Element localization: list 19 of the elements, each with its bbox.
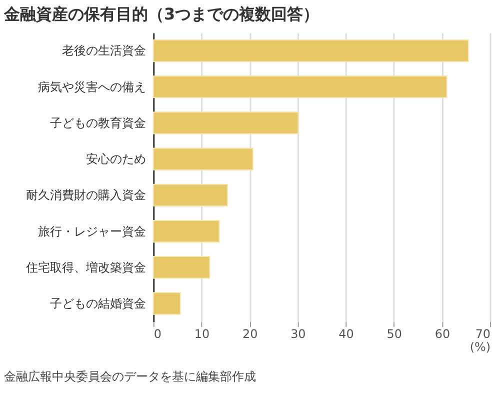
y-tick-label: 住宅取得、増改築資金 — [24, 260, 146, 274]
y-tick-label: 老後の生活資金 — [62, 44, 146, 58]
text: 金融広報中央委員会のデータを基に編集部作成 — [4, 369, 256, 384]
x-tick-label: 10 — [194, 326, 210, 341]
x-tick-label: 50 — [386, 326, 402, 341]
y-tick-label: 耐久消費財の購入資金 — [26, 188, 146, 202]
y-tick-label: 子どもの教育資金 — [50, 116, 146, 130]
x-tick-label: 70 — [475, 326, 491, 341]
y-tick-label: 病気や災害への備え — [38, 80, 146, 94]
chart-title: 金融資産の保有目的（3つまでの複数回答） — [2, 4, 320, 24]
y-tick-label: 旅行・レジャー資金 — [38, 224, 146, 238]
x-tick-label: 30 — [290, 326, 306, 341]
x-tick-label: 20 — [242, 326, 258, 341]
x-tick-label: 60 — [434, 326, 450, 341]
x-axis-title: (%) — [470, 340, 491, 354]
y-tick-label: 子どもの結婚資金 — [50, 296, 146, 310]
y-tick-label: 安心のため — [86, 152, 146, 166]
x-tick-label: 0 — [154, 326, 162, 341]
x-tick-label: 40 — [338, 326, 354, 341]
